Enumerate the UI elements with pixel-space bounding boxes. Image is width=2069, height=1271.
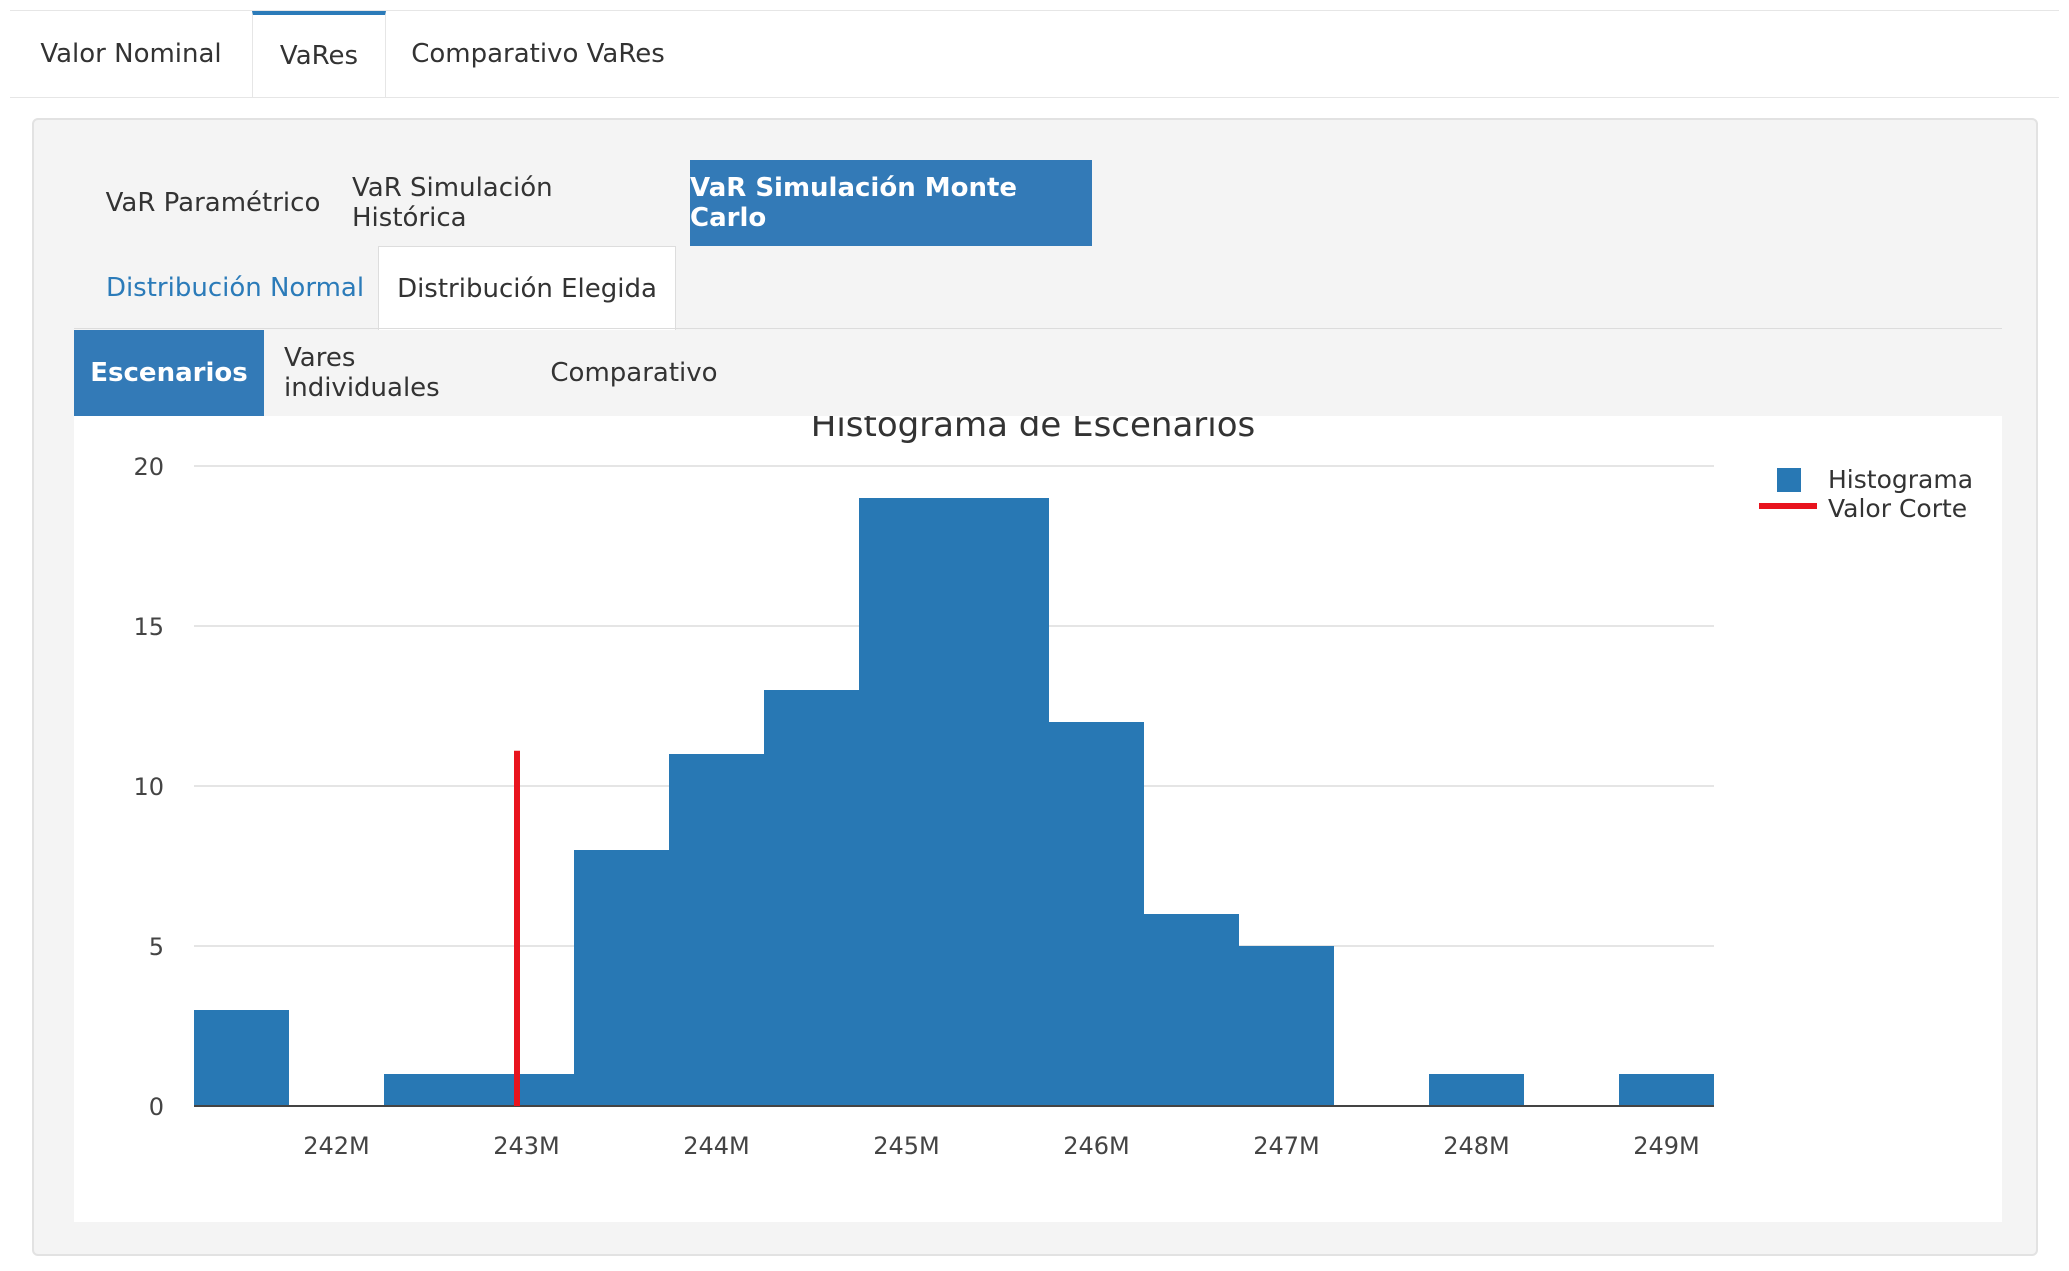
x-tick-label: 249M <box>1633 1132 1700 1160</box>
legend-label-histograma[interactable]: Histograma <box>1828 465 1973 494</box>
tab-comparativo-vares[interactable]: Comparativo VaRes <box>411 39 665 69</box>
top-tab-bar: Valor Nominal VaRes Comparativo VaRes <box>10 10 2059 98</box>
histogram-bar[interactable] <box>1619 1074 1714 1106</box>
histogram-bar[interactable] <box>1429 1074 1524 1106</box>
y-tick-label: 5 <box>149 933 164 961</box>
legend: Histograma Valor Corte <box>1759 465 1973 523</box>
chart-title: Histograma de Escenarios <box>811 416 1255 445</box>
y-axis-ticks: 0 5 10 15 20 <box>133 453 164 1121</box>
legend-swatch-histograma <box>1777 468 1801 492</box>
tab-vares-individuales[interactable]: Vares individuales <box>284 343 440 403</box>
histogram-bar[interactable] <box>764 690 859 1106</box>
histogram-bar[interactable] <box>859 498 954 1106</box>
histogram-bar[interactable] <box>479 1074 574 1106</box>
histogram-bars <box>194 498 1714 1106</box>
legend-label-valor-corte[interactable]: Valor Corte <box>1828 494 1967 523</box>
tab-var-monte-carlo[interactable]: VaR Simulación Monte Carlo <box>690 160 1092 246</box>
x-tick-label: 244M <box>683 1132 750 1160</box>
tab-comparativo[interactable]: Comparativo <box>550 358 718 388</box>
tab-vares[interactable]: VaRes <box>252 11 386 97</box>
histogram-bar[interactable] <box>1049 722 1144 1106</box>
histogram-bar[interactable] <box>1144 914 1239 1106</box>
histogram-bar[interactable] <box>384 1074 479 1106</box>
tab-escenarios[interactable]: Escenarios <box>74 330 264 416</box>
x-tick-label: 245M <box>873 1132 940 1160</box>
y-tick-label: 15 <box>133 613 164 641</box>
y-tick-label: 0 <box>149 1093 164 1121</box>
tab-distribucion-normal[interactable]: Distribución Normal <box>105 273 365 303</box>
tab-divider <box>74 328 2002 329</box>
histogram-bar[interactable] <box>1239 946 1334 1106</box>
histogram-bar[interactable] <box>669 754 764 1106</box>
vares-panel: VaR Paramétrico VaR Simulación Histórica… <box>32 118 2038 1256</box>
y-tick-label: 20 <box>133 453 164 481</box>
x-tick-label: 247M <box>1253 1132 1320 1160</box>
tab-valor-nominal[interactable]: Valor Nominal <box>40 39 222 69</box>
histogram-bar[interactable] <box>954 498 1049 1106</box>
x-tick-label: 246M <box>1063 1132 1130 1160</box>
x-tick-label: 242M <box>303 1132 370 1160</box>
histogram-bar[interactable] <box>194 1010 289 1106</box>
x-axis-ticks: 242M 243M 244M 245M 246M 247M 248M 249M <box>303 1132 1700 1160</box>
x-tick-label: 243M <box>493 1132 560 1160</box>
histogram-bar[interactable] <box>574 850 669 1106</box>
y-tick-label: 10 <box>133 773 164 801</box>
x-tick-label: 248M <box>1443 1132 1510 1160</box>
tab-var-parametrico[interactable]: VaR Paramétrico <box>105 188 321 218</box>
histogram-chart: 0 5 10 15 20 242M 243M 244M 245M 246M 247M 248M 249… <box>133 405 1973 1160</box>
tab-var-simulacion-historica[interactable]: VaR Simulación Histórica <box>352 173 553 233</box>
chart-area: 0 5 10 15 20 242M 243M 244M 245M 246M 247M 248M 249… <box>74 405 2002 1222</box>
tab-distribucion-elegida[interactable]: Distribución Elegida <box>378 246 676 330</box>
